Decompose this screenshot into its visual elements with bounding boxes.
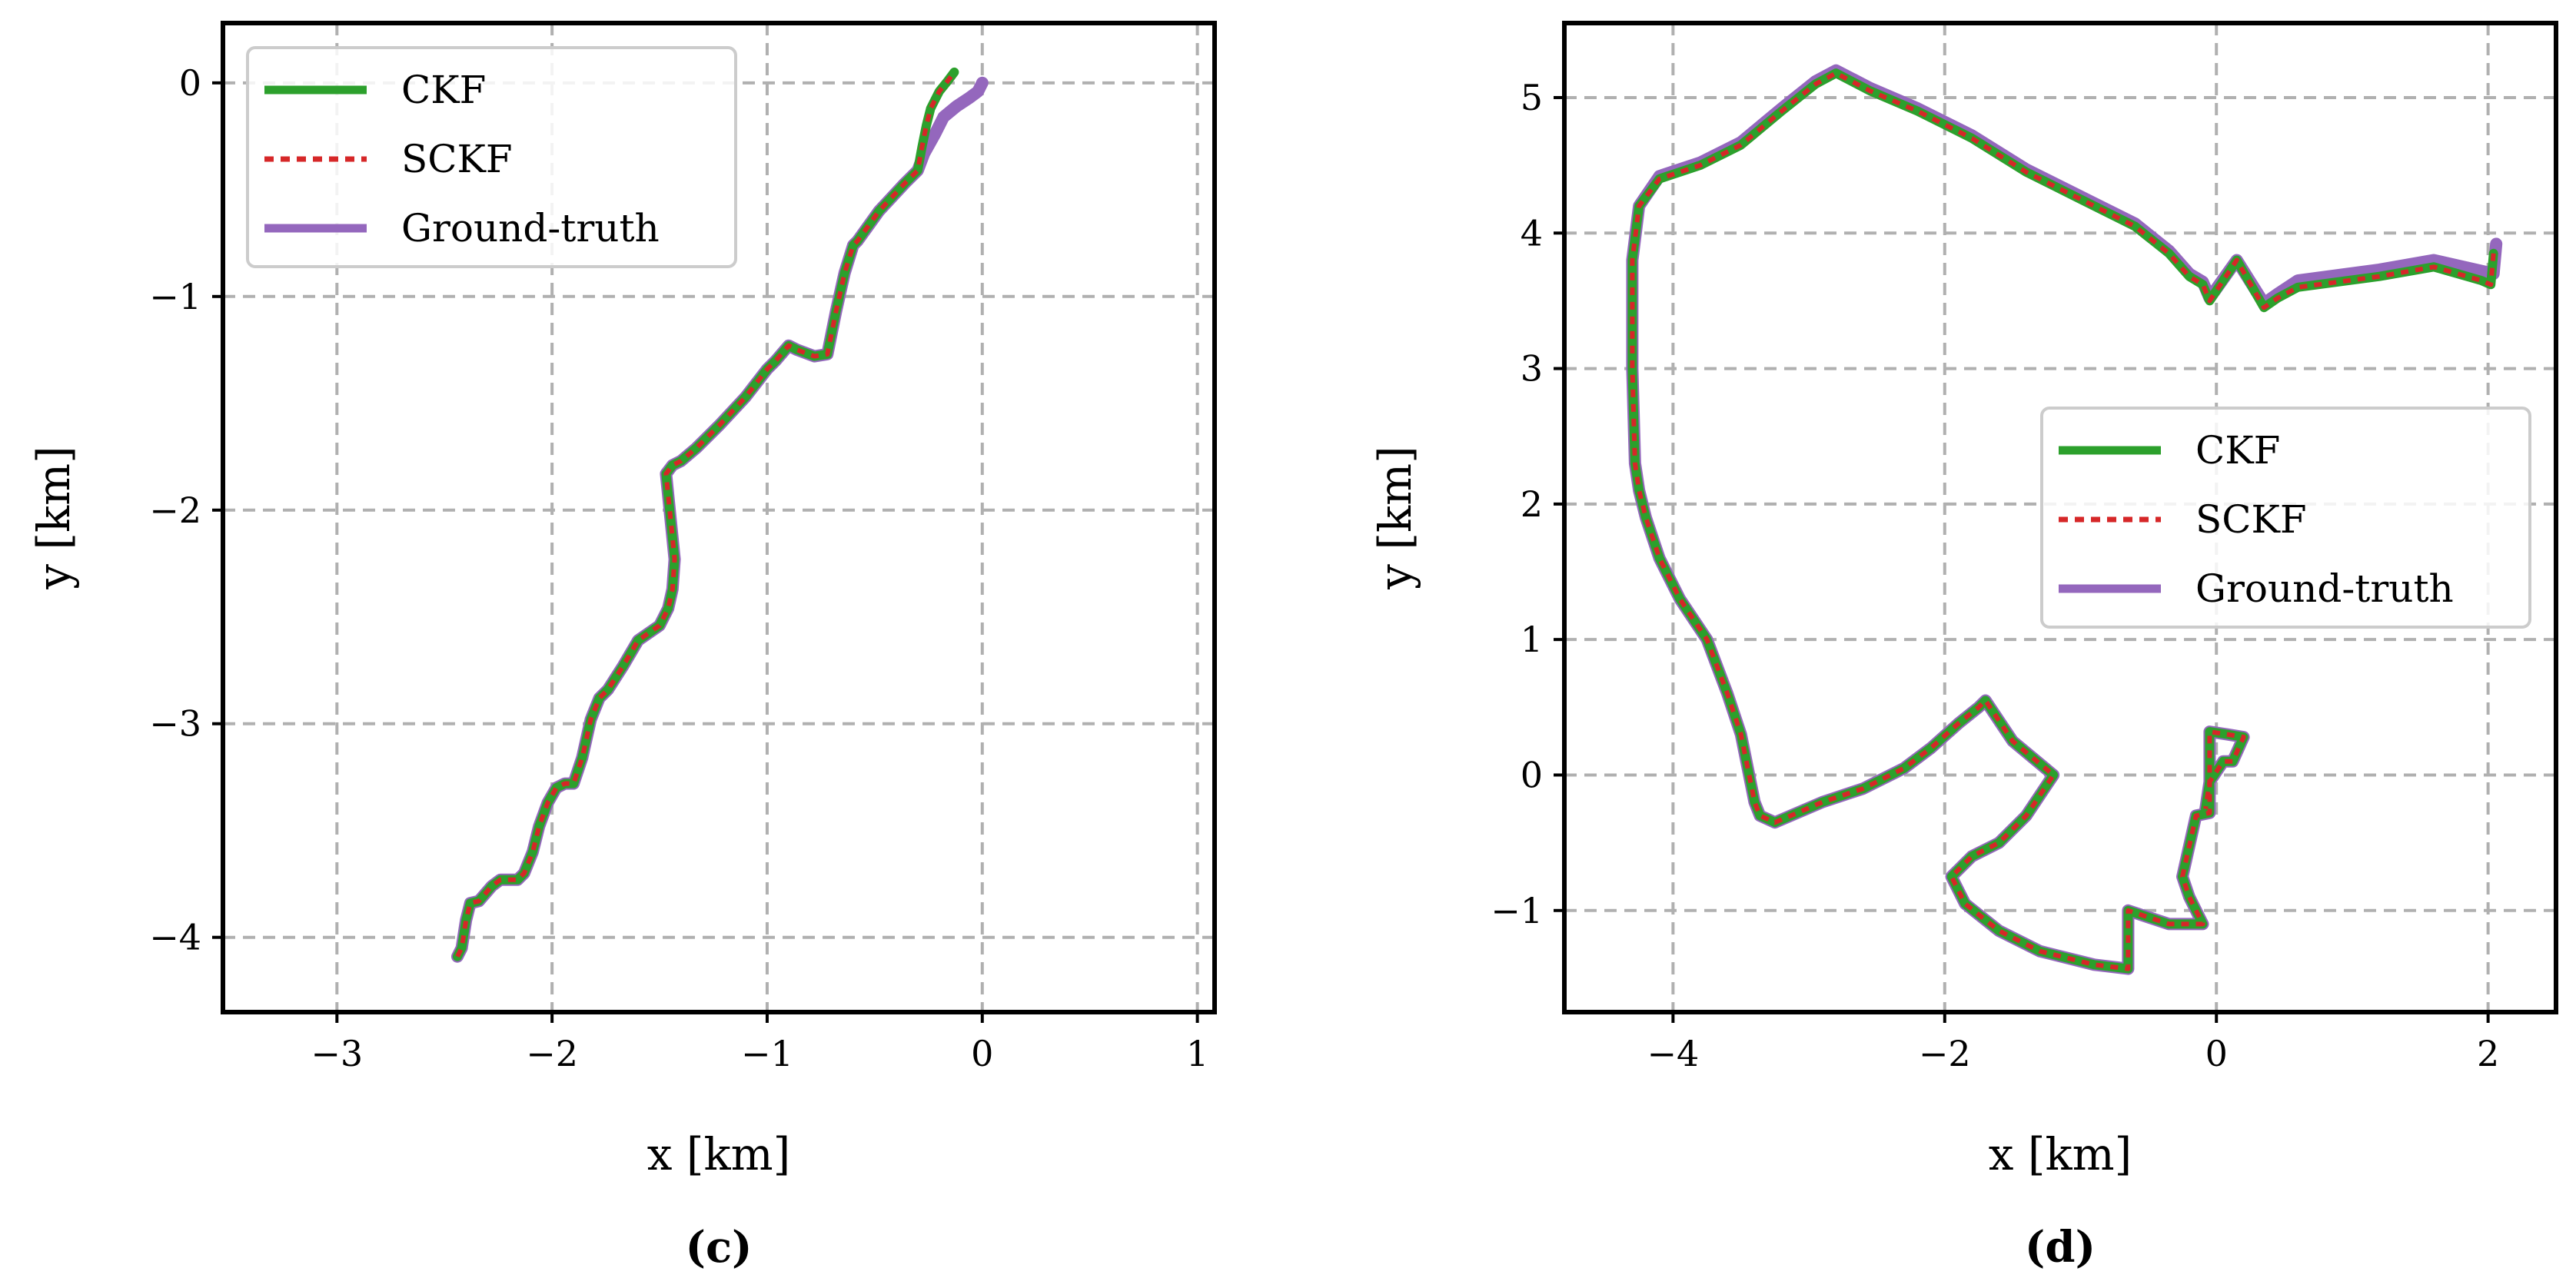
y-tick-label: −3 <box>149 703 201 745</box>
x-axis-label: x [km] <box>647 1128 791 1180</box>
legend: CKF SCKF Ground-truth <box>246 46 737 268</box>
x-tick-label: −2 <box>1919 1033 1971 1074</box>
chart-panel-c: −3 −2 −1 0 1 0 −1 −2 −3 −4 x [km] y [km] (c) CKF SCKF G… <box>28 21 1217 1273</box>
legend-box <box>246 46 737 268</box>
y-tick-label: 5 <box>1521 77 1543 118</box>
legend-label-ckf: CKF <box>2195 428 2280 473</box>
legend-label-ckf: CKF <box>401 68 486 112</box>
y-tick-label: 0 <box>1521 754 1543 795</box>
x-tick-label: −1 <box>741 1033 793 1074</box>
y-tick-label: −1 <box>1491 890 1543 931</box>
x-tick-label: −2 <box>526 1033 578 1074</box>
y-tick-label: 3 <box>1521 348 1543 390</box>
y-axis-label: y [km] <box>1369 446 1421 590</box>
legend-label-ground-truth: Ground-truth <box>401 206 660 251</box>
plot-frame <box>221 21 1217 1014</box>
x-tick-label: −4 <box>1647 1033 1699 1074</box>
y-tick-label: 1 <box>1521 619 1543 660</box>
series-lines <box>1626 64 2503 975</box>
legend: CKF SCKF Ground-truth <box>2040 407 2531 629</box>
y-tick-label: −1 <box>149 276 201 317</box>
series-line-sckf <box>455 71 956 958</box>
x-tick-label: 0 <box>971 1033 993 1074</box>
y-tick-label: 4 <box>1521 212 1543 254</box>
y-tick-label: −4 <box>149 917 201 958</box>
panel-label: (d) <box>2025 1222 2096 1273</box>
y-axis-label: y [km] <box>28 446 80 590</box>
series-line-sckf <box>1630 71 2496 971</box>
y-tick-label: 0 <box>179 62 201 104</box>
x-axis-label: x [km] <box>1989 1128 2132 1180</box>
legend-label-sckf: SCKF <box>2195 497 2307 542</box>
plot-frame <box>1562 21 2558 1014</box>
legend-label-ground-truth: Ground-truth <box>2195 566 2454 611</box>
y-tick-label: 2 <box>1521 483 1543 525</box>
x-tick-label: 1 <box>1186 1033 1208 1074</box>
x-tick-label: 2 <box>2477 1033 2499 1074</box>
panel-label: (c) <box>685 1222 752 1273</box>
x-tick-label: −3 <box>311 1033 363 1074</box>
chart-panel-d: −4 −2 0 2 5 4 3 2 1 0 −1 x [km] y [km] (d) CKF SCKF Grou… <box>1369 21 2558 1273</box>
x-tick-label: 0 <box>2205 1033 2228 1074</box>
y-tick-label: −2 <box>149 490 201 531</box>
legend-label-sckf: SCKF <box>401 137 513 181</box>
series-lines <box>451 67 989 963</box>
legend-box <box>2040 407 2531 629</box>
